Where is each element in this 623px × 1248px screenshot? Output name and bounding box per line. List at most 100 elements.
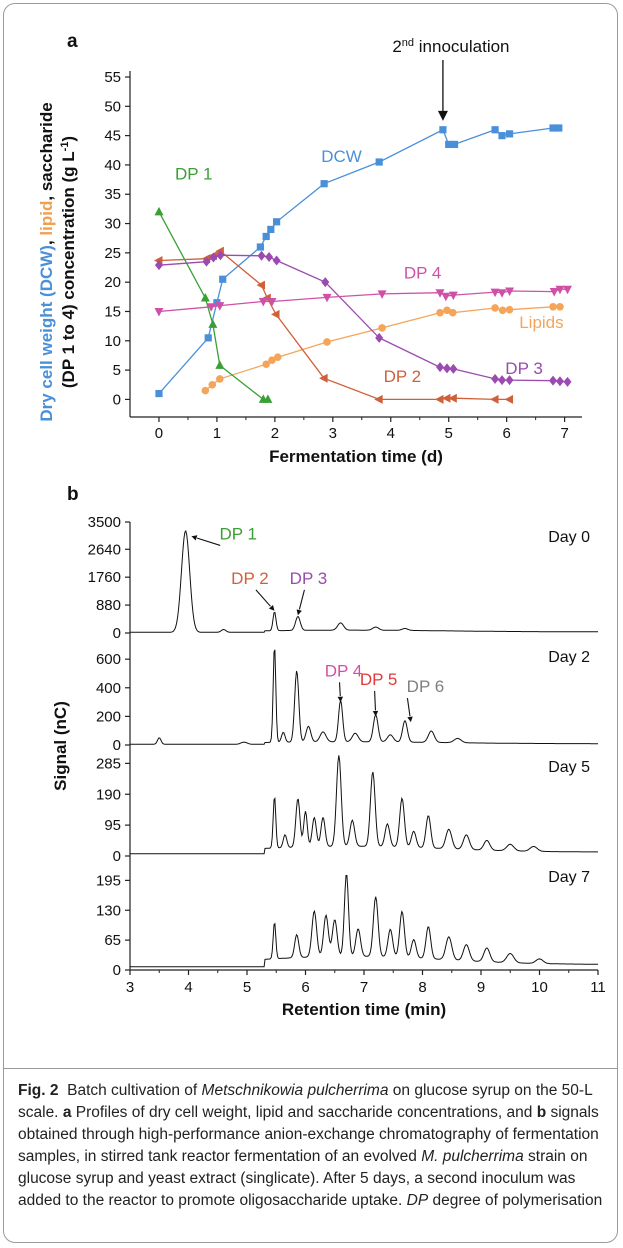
panel-a-ytick-label: 40 (104, 157, 121, 174)
panel-b-xtick-label: 3 (126, 979, 134, 996)
data-point (271, 309, 280, 319)
peak-annotation-arrow (255, 589, 271, 607)
peak-annotation-label: DP 2 (231, 569, 269, 588)
peak-annotation-label: DP 1 (219, 524, 257, 543)
caption-text-3: Profiles of dry cell weight, lipid and s… (75, 1104, 533, 1121)
data-point (257, 250, 266, 261)
data-point (497, 289, 507, 298)
data-point (504, 394, 514, 404)
series-dp-3: DP 3 (154, 250, 572, 387)
caption-text-6: degree of polymerisation (432, 1192, 603, 1209)
annotation-text-part: 2 (392, 37, 401, 56)
series-label: DP 4 (404, 264, 442, 283)
data-point (448, 308, 457, 317)
data-point (262, 232, 270, 241)
data-point (273, 353, 282, 362)
data-point (563, 376, 572, 387)
data-point (375, 158, 383, 166)
panel-a-ylabel-main: (DP 1 to 4) concentration (g L (59, 151, 78, 388)
data-point (555, 285, 565, 295)
panel-a-ylabel-line1: Dry cell weight (DCW), lipid, saccharide (37, 102, 56, 421)
series-dp-2: DP 2 (153, 246, 514, 404)
caption-text-1: Batch cultivation of (67, 1082, 198, 1099)
chromatogram-day-5: 0 95 190 285 Day 5 (96, 755, 598, 865)
data-point (449, 363, 458, 374)
panel-b-ytick-label: 400 (96, 680, 121, 697)
panel-a-xtick-label: 7 (560, 425, 568, 442)
data-point (448, 393, 457, 403)
series-label: Lipids (519, 313, 563, 332)
data-point (267, 225, 275, 234)
data-point (208, 380, 217, 389)
panel-b-ytick-label: 200 (96, 708, 121, 725)
panel-b-xtick-label: 8 (418, 979, 426, 996)
data-point (154, 206, 164, 216)
signal-trace (130, 875, 598, 968)
panel-b-label: b (67, 484, 79, 505)
caption-text-4: signals obtained through high-performanc… (18, 1104, 599, 1165)
panel-b-ytick-label: 0 (113, 737, 121, 754)
data-point (272, 255, 281, 266)
peak-annotation-arrowhead (407, 716, 413, 723)
data-point (556, 302, 564, 311)
panel-a-ytick-label: 30 (104, 216, 121, 233)
data-point (215, 302, 225, 311)
signal-trace (130, 529, 598, 633)
day-label: Day 2 (548, 649, 590, 666)
panel-b-ytick-label: 3500 (88, 514, 121, 531)
series-label: DP 2 (384, 367, 422, 386)
data-point (216, 250, 225, 261)
panel-a-ylabel-sup: -1 (59, 142, 71, 152)
data-point (498, 132, 506, 140)
data-point (323, 338, 331, 346)
series-label: DP 1 (175, 165, 213, 184)
panel-b-xtick-label: 9 (477, 979, 485, 996)
panel-b-ytick-label: 880 (96, 597, 121, 614)
peak-annotation-label: DP 5 (360, 670, 398, 689)
panel-b-ytick-label: 285 (96, 755, 121, 772)
data-point (319, 373, 328, 383)
panel-b-ytick-label: 0 (113, 848, 121, 865)
day-label: Day 7 (548, 869, 590, 886)
data-point (549, 375, 558, 386)
data-point (505, 287, 515, 296)
data-point (378, 324, 386, 332)
panel-a-xlabel: Fermentation time (d) (269, 447, 443, 466)
panel-b-ytick-label: 130 (96, 902, 121, 919)
data-point (549, 302, 557, 311)
data-point (263, 394, 273, 403)
panel-a-ylabel-part: , (37, 236, 56, 245)
data-point (209, 252, 218, 263)
day-label: Day 0 (548, 529, 590, 546)
caption-panel-b: b (536, 1104, 547, 1121)
caption-separator (4, 1068, 617, 1069)
peak-annotation-label: DP 3 (290, 569, 328, 588)
data-point (450, 140, 459, 149)
peak-annotation-arrowhead (372, 710, 379, 717)
peak-annotation-arrow (338, 682, 341, 697)
panel-a-xtick-label: 3 (329, 425, 337, 442)
data-point (498, 306, 507, 315)
data-point (549, 288, 559, 297)
annotation-text-part: innoculation (414, 37, 509, 56)
data-point (268, 356, 276, 364)
data-point (267, 298, 277, 307)
data-point (206, 303, 216, 312)
data-point (498, 375, 507, 386)
data-point (505, 130, 514, 138)
data-point (441, 393, 451, 403)
data-point (258, 298, 268, 307)
day-label: Day 5 (548, 759, 590, 776)
series-line (158, 127, 559, 395)
panel-a-xtick-label: 2 (271, 425, 279, 442)
data-point (155, 389, 163, 398)
panel-b-ytick-label: 95 (104, 817, 121, 834)
data-point (219, 275, 227, 283)
data-point (490, 394, 499, 404)
data-point (436, 308, 444, 317)
data-point (505, 375, 514, 386)
series-lipids: Lipids (201, 302, 564, 395)
data-point (215, 360, 225, 369)
data-point (273, 218, 281, 226)
series-dp-1: DP 1 (154, 165, 273, 403)
